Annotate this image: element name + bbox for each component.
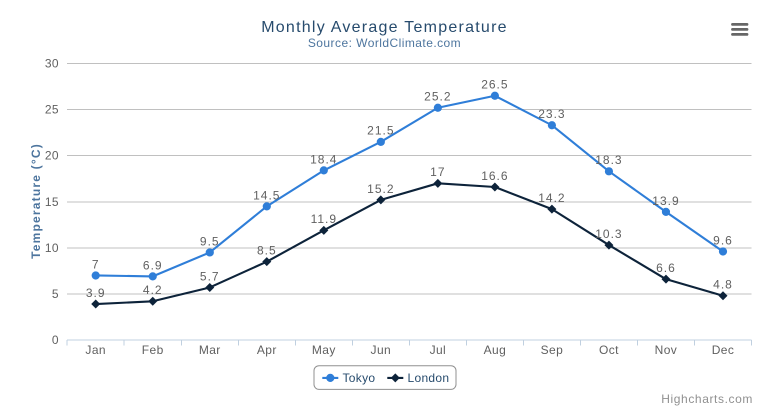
svg-text:4.2: 4.2 — [143, 283, 163, 297]
svg-text:25: 25 — [45, 103, 59, 117]
svg-text:Source: WorldClimate.com: Source: WorldClimate.com — [308, 36, 461, 50]
svg-text:26.5: 26.5 — [481, 78, 508, 92]
svg-text:Oct: Oct — [599, 343, 619, 357]
svg-text:0: 0 — [52, 333, 59, 347]
svg-text:Jun: Jun — [371, 343, 392, 357]
svg-text:10.3: 10.3 — [595, 227, 622, 241]
svg-text:Highcharts.com: Highcharts.com — [661, 392, 753, 406]
svg-text:Jan: Jan — [85, 343, 106, 357]
svg-text:15: 15 — [45, 195, 59, 209]
svg-text:Feb: Feb — [142, 343, 164, 357]
svg-text:Tokyo: Tokyo — [343, 371, 376, 385]
svg-text:13.9: 13.9 — [652, 194, 679, 208]
svg-text:25.2: 25.2 — [424, 90, 451, 104]
svg-text:21.5: 21.5 — [367, 124, 394, 138]
svg-text:Nov: Nov — [655, 343, 678, 357]
svg-text:14.5: 14.5 — [253, 188, 280, 202]
svg-text:Monthly Average Temperature: Monthly Average Temperature — [261, 19, 508, 36]
svg-text:17: 17 — [430, 165, 445, 179]
svg-text:5: 5 — [52, 287, 59, 301]
svg-text:18.3: 18.3 — [595, 153, 622, 167]
svg-text:Jul: Jul — [430, 343, 447, 357]
svg-text:May: May — [312, 343, 336, 357]
svg-text:14.2: 14.2 — [538, 191, 565, 205]
svg-text:16.6: 16.6 — [481, 169, 508, 183]
svg-text:Dec: Dec — [712, 343, 735, 357]
svg-text:4.8: 4.8 — [713, 278, 733, 292]
svg-text:3.9: 3.9 — [86, 286, 106, 300]
svg-text:Aug: Aug — [484, 343, 507, 357]
svg-text:9.5: 9.5 — [200, 234, 220, 248]
svg-text:6.6: 6.6 — [656, 261, 676, 275]
svg-text:London: London — [408, 371, 450, 385]
svg-text:23.3: 23.3 — [538, 107, 565, 121]
svg-text:7: 7 — [92, 257, 100, 271]
svg-text:11.9: 11.9 — [311, 212, 337, 226]
svg-text:20: 20 — [45, 149, 59, 163]
svg-text:Mar: Mar — [199, 343, 221, 357]
svg-text:9.6: 9.6 — [713, 233, 733, 247]
svg-text:Apr: Apr — [257, 343, 277, 357]
svg-text:Temperature (°C): Temperature (°C) — [29, 143, 43, 259]
svg-text:8.5: 8.5 — [257, 244, 277, 258]
svg-text:Sep: Sep — [541, 343, 564, 357]
svg-text:15.2: 15.2 — [367, 182, 394, 196]
svg-text:6.9: 6.9 — [143, 258, 163, 272]
svg-text:10: 10 — [45, 241, 59, 255]
svg-text:18.4: 18.4 — [310, 152, 337, 166]
svg-text:5.7: 5.7 — [200, 269, 220, 283]
svg-text:30: 30 — [45, 57, 59, 71]
